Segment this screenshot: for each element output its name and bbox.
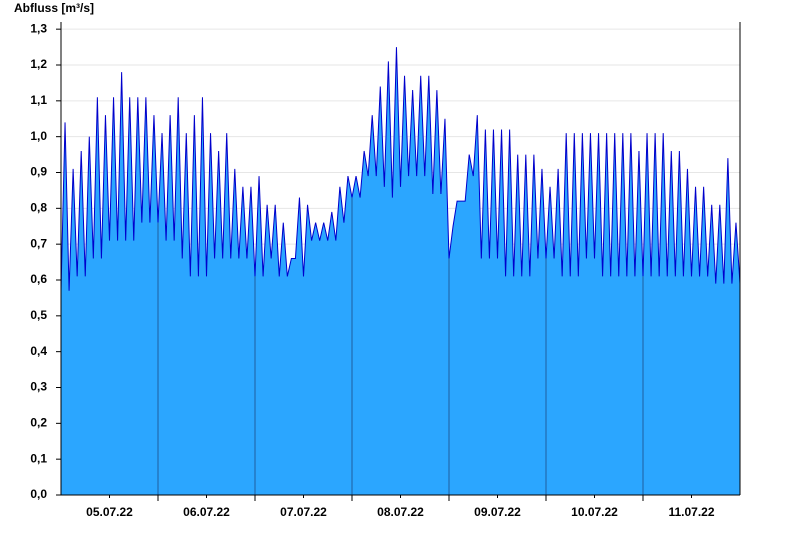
y-tick-label: 0,4	[30, 344, 47, 358]
y-tick-label: 1,2	[30, 57, 47, 71]
x-tick-label: 10.07.22	[571, 505, 618, 519]
y-tick-label: 0,0	[30, 487, 47, 501]
y-tick-label: 1,3	[30, 21, 47, 35]
x-tick-label: 06.07.22	[183, 505, 230, 519]
y-tick-label: 0,6	[30, 272, 47, 286]
x-tick-label: 11.07.22	[668, 505, 714, 519]
x-tick-label: 05.07.22	[86, 505, 133, 519]
y-tick-label: 0,8	[30, 201, 47, 215]
y-tick-label: 0,5	[30, 308, 47, 322]
y-tick-label: 0,7	[30, 236, 47, 250]
line	[60, 47, 741, 291]
x-tick-label: 09.07.22	[474, 505, 521, 519]
area	[61, 47, 740, 495]
x-tick-label: 08.07.22	[377, 505, 424, 519]
x-tick-label: 07.07.22	[280, 505, 327, 519]
y-tick-label: 0,2	[30, 416, 47, 430]
y-tick-label: 1,1	[30, 93, 47, 107]
y-axis-label: Abfluss [m³/s]	[14, 1, 94, 15]
y-tick-label: 1,0	[30, 129, 47, 143]
y-tick-label: 0,3	[30, 380, 47, 394]
y-tick-label: 0,1	[30, 451, 47, 465]
y-tick-label: 0,9	[30, 165, 47, 179]
